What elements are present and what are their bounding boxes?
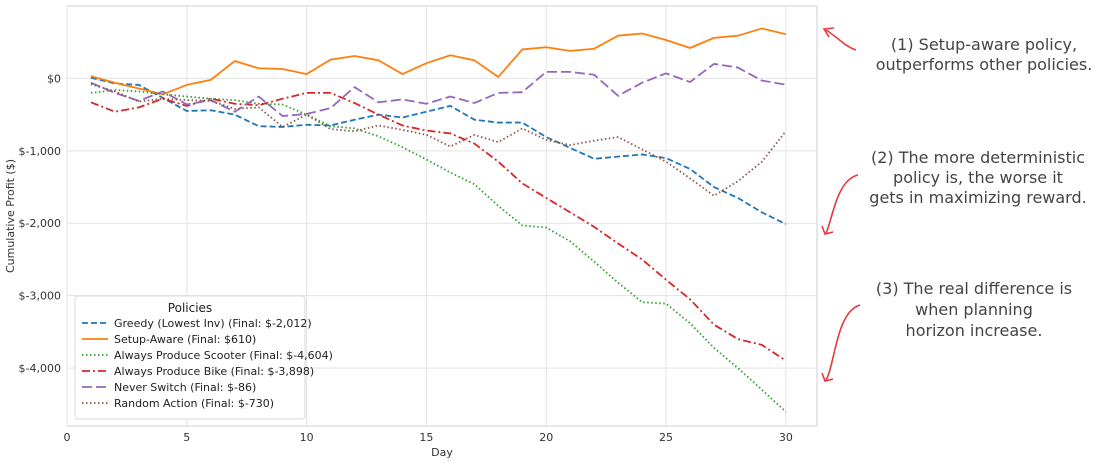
series-line-always-produce-scooter bbox=[90, 89, 787, 413]
annotation-3: (3) The real difference is when planning… bbox=[821, 279, 1072, 382]
annotation-1-arrow bbox=[825, 29, 857, 51]
legend-box bbox=[74, 295, 306, 420]
annotation-3-line-1: (3) The real difference is bbox=[876, 279, 1072, 298]
annotation-3-line-2: when planning bbox=[915, 300, 1033, 319]
grid bbox=[66, 6, 817, 426]
x-tick-label: 25 bbox=[659, 431, 673, 444]
annotation-2-line-1: (2) The more deterministic bbox=[871, 148, 1085, 167]
annotation-1-arrowhead bbox=[822, 27, 835, 38]
annotation-2-arrow bbox=[825, 174, 859, 234]
legend: Policies Greedy (Lowest Inv) (Final: $-2… bbox=[74, 295, 333, 420]
annotation-3-line-3: horizon increase. bbox=[906, 321, 1043, 340]
x-axis-title: Day bbox=[431, 446, 453, 459]
y-tick-label: $-1,000 bbox=[19, 145, 61, 158]
legend-label-always-produce-scooter: Always Produce Scooter (Final: $-4,604) bbox=[114, 349, 333, 362]
annotation-1: (1) Setup-aware policy, outperforms othe… bbox=[822, 27, 1093, 74]
annotation-1-line-2: outperforms other policies. bbox=[876, 55, 1093, 74]
annotation-2-arrowhead bbox=[821, 225, 834, 235]
series-line-always-produce-bike bbox=[90, 91, 787, 362]
legend-label-greedy: Greedy (Lowest Inv) (Final: $-2,012) bbox=[114, 317, 312, 330]
annotation-2: (2) The more deterministic policy is, th… bbox=[821, 148, 1087, 235]
x-tick-label: 20 bbox=[539, 431, 553, 444]
x-tick-label: 0 bbox=[64, 431, 71, 444]
series-line-setup-aware bbox=[90, 27, 787, 96]
legend-label-always-produce-bike: Always Produce Bike (Final: $-3,898) bbox=[114, 365, 314, 378]
y-tick-label: $-4,000 bbox=[19, 362, 61, 375]
legend-title: Policies bbox=[168, 301, 212, 315]
annotation-2-line-2: policy is, the worse it bbox=[893, 168, 1063, 187]
annotation-1-line-1: (1) Setup-aware policy, bbox=[891, 35, 1077, 54]
x-tick-label: 30 bbox=[779, 431, 793, 444]
y-tick-label: $0 bbox=[47, 72, 61, 85]
legend-label-random-action: Random Action (Final: $-730) bbox=[114, 397, 274, 410]
series-line-random-action bbox=[90, 83, 787, 197]
annotations: (1) Setup-aware policy, outperforms othe… bbox=[821, 27, 1093, 382]
y-tick-label: $-2,000 bbox=[19, 217, 61, 230]
annotation-2-line-3: gets in maximizing reward. bbox=[869, 188, 1086, 207]
x-tick-label: 10 bbox=[300, 431, 314, 444]
y-tick-label: $-3,000 bbox=[19, 290, 61, 303]
y-axis-title: Cumulative Profit ($) bbox=[4, 159, 17, 273]
legend-label-never-switch: Never Switch (Final: $-86) bbox=[114, 381, 256, 394]
legend-label-setup-aware: Setup-Aware (Final: $610) bbox=[114, 333, 256, 346]
series-lines bbox=[90, 27, 787, 413]
annotation-3-arrow bbox=[825, 304, 861, 381]
x-tick-label: 5 bbox=[183, 431, 190, 444]
tick-labels: 0 5 10 15 20 25 30 $0 $-1,000 $-2,000 $-3,000 $-4,0… bbox=[19, 72, 793, 444]
series-line-never-switch bbox=[90, 63, 787, 117]
series-line-greedy bbox=[90, 76, 787, 225]
x-tick-label: 15 bbox=[419, 431, 433, 444]
legend-items: Greedy (Lowest Inv) (Final: $-2,012) Setu… bbox=[82, 317, 333, 410]
annotation-3-arrowhead bbox=[821, 372, 834, 382]
